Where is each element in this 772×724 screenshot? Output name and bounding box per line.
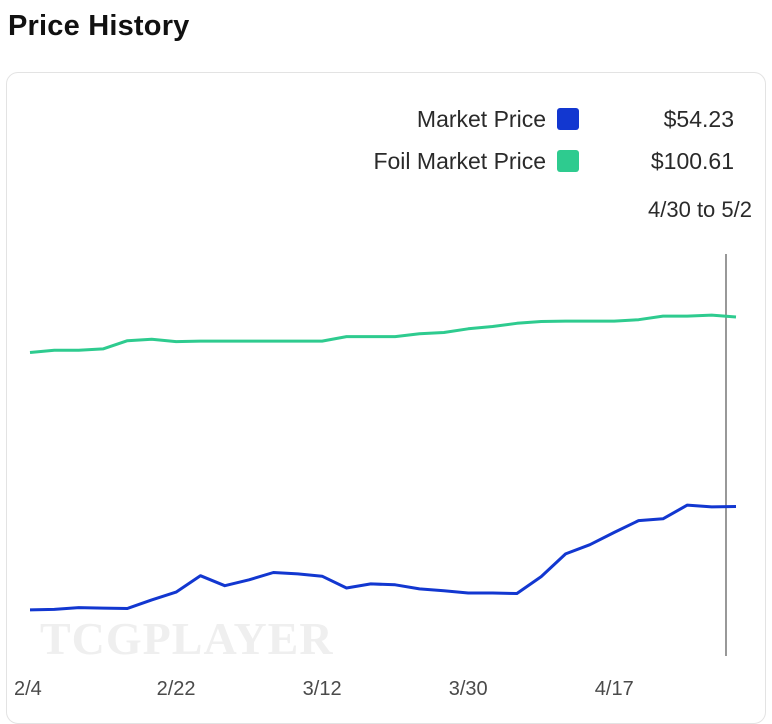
page-title: Price History [8,10,190,42]
series-line-foil-market-price [29,313,737,354]
x-tick-label: 3/30 [449,678,488,700]
date-range-label: 4/30 to 5/2 [648,197,752,222]
legend-label: Market Price [416,105,546,132]
legend-label: Foil Market Price [373,147,546,174]
x-tick-label: 3/12 [303,678,342,700]
x-tick-label: 2/22 [157,678,196,700]
legend-value: $100.61 [650,147,734,174]
legend-item-foil-market-price[interactable]: Foil Market Price $100.61 [0,144,772,178]
x-tick-label: 4/17 [595,678,634,700]
legend-swatch-market-price [557,108,579,130]
plot-area: 2/4 2/22 3/12 3/30 4/17 [14,254,737,700]
series-line-market-price [29,503,737,612]
watermark-logo: TCGPLAYER [40,613,334,664]
price-chart[interactable]: TCGPLAYER 2/4 2/22 3/12 3/30 4/17 [0,0,772,702]
legend-item-market-price[interactable]: Market Price $54.23 [0,102,772,136]
x-tick-label: 2/4 [14,678,42,700]
legend-value: $54.23 [663,105,734,132]
chart-card [6,72,766,724]
legend-swatch-foil-market-price [557,150,579,172]
